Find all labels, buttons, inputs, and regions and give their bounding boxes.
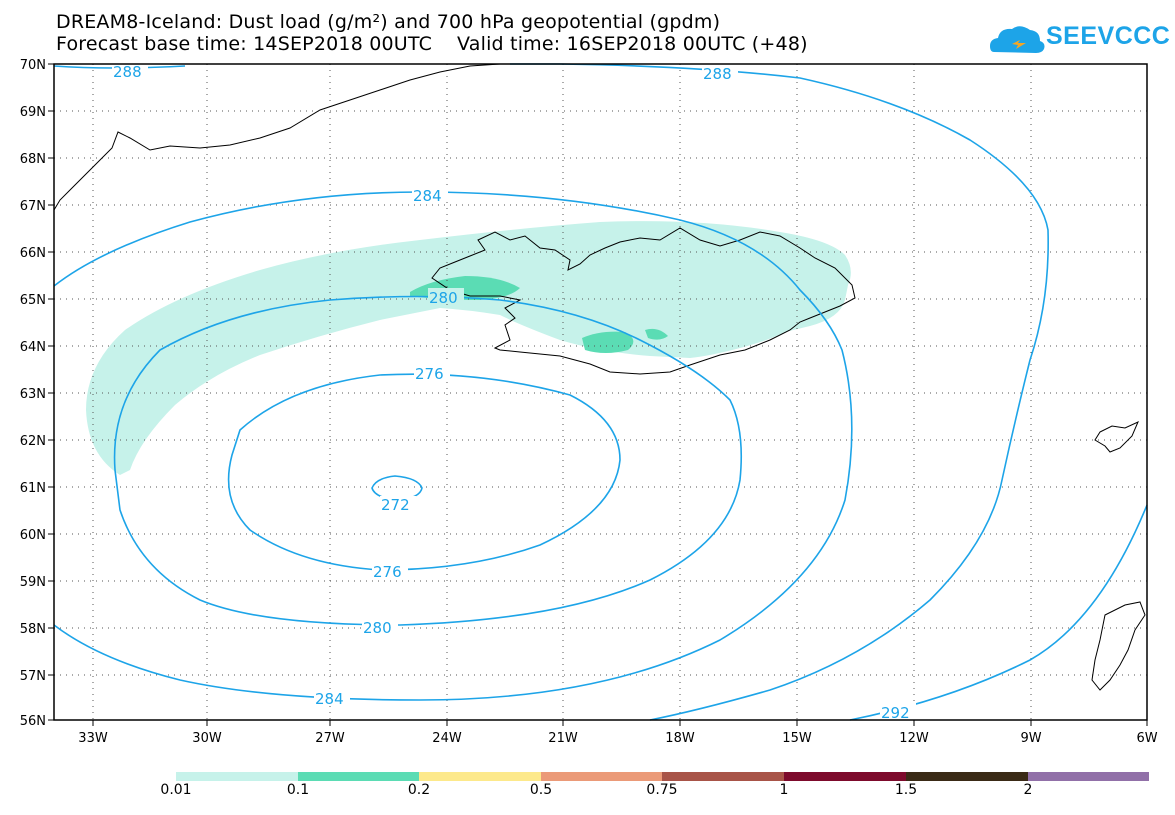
longitude-labels: 33W 30W 27W 24W 21W 18W 15W 12W 9W 6W — [78, 731, 1157, 746]
lat-label: 65N — [20, 293, 46, 308]
contour-label: 284 — [413, 187, 442, 205]
contour-280 — [113, 295, 742, 626]
lon-label: 15W — [782, 731, 812, 746]
colorbar-label: 0.2 — [407, 782, 431, 798]
lat-label: 68N — [20, 152, 46, 167]
scotland-coast — [1091, 601, 1146, 691]
dust-area-light — [86, 221, 851, 475]
map-subtitle: Forecast base time: 14SEP2018 00UTC Vali… — [56, 33, 808, 55]
dust-area-moderate-2 — [582, 331, 634, 353]
graticule — [54, 64, 1147, 720]
lon-label: 18W — [665, 731, 695, 746]
logo-text: SEEVCCC — [1046, 22, 1171, 50]
contour-label: 280 — [363, 619, 392, 637]
lat-label: 57N — [20, 669, 46, 684]
lon-label: 33W — [78, 731, 108, 746]
cloud-icon — [990, 26, 1045, 53]
lat-label: 70N — [20, 58, 46, 73]
map-frame — [53, 63, 1148, 721]
faroe-islands-coast — [1094, 421, 1139, 453]
lat-label: 67N — [20, 199, 46, 214]
colorbar-label: 0.1 — [286, 782, 310, 798]
contour-label: 276 — [415, 365, 444, 383]
lon-label: 21W — [548, 731, 578, 746]
lat-label: 56N — [20, 714, 46, 729]
lat-label: 66N — [20, 246, 46, 261]
map-title: DREAM8-Iceland: Dust load (g/m²) and 700… — [56, 11, 721, 33]
contour-label: 288 — [703, 65, 732, 83]
coastlines — [53, 63, 1146, 691]
lon-label: 9W — [1020, 731, 1041, 746]
contour-label: 276 — [373, 563, 402, 581]
contour-label: 280 — [429, 289, 458, 307]
colorbar-segment — [176, 772, 298, 781]
lat-label: 64N — [20, 340, 46, 355]
latitude-labels: 70N 69N 68N 67N 66N 65N 64N 63N 62N 61N … — [20, 58, 46, 729]
lon-label: 6W — [1136, 731, 1157, 746]
contour-288 — [510, 63, 1049, 721]
greenland-coast — [53, 63, 501, 211]
contour-label: 284 — [315, 690, 344, 708]
colorbar-label: 1 — [779, 782, 789, 798]
contour-label: 288 — [113, 63, 142, 81]
colorbar-segment — [906, 772, 1028, 781]
lat-label: 60N — [20, 528, 46, 543]
lon-label: 30W — [192, 731, 222, 746]
axis-ticks — [48, 63, 1148, 726]
colorbar-label: 0.5 — [529, 782, 553, 798]
colorbar-segment — [419, 772, 541, 781]
colorbar-segment — [541, 772, 662, 781]
dust-load-shading — [86, 221, 851, 475]
contour-label: 272 — [381, 496, 410, 514]
lat-label: 62N — [20, 434, 46, 449]
contour-276 — [227, 373, 621, 571]
colorbar-label: 0.75 — [646, 782, 678, 798]
colorbar-segment — [784, 772, 906, 781]
lon-label: 24W — [432, 731, 462, 746]
iceland-coast — [431, 227, 856, 375]
contour-labels: 288 288 284 280 276 272 276 280 284 292 — [112, 63, 916, 722]
colorbar-label: 1.5 — [894, 782, 918, 798]
lon-label: 12W — [899, 731, 929, 746]
colorbar-segment — [1028, 772, 1149, 781]
contour-label: 292 — [881, 704, 910, 722]
lat-label: 58N — [20, 622, 46, 637]
dust-area-moderate-3 — [645, 328, 668, 340]
lat-label: 59N — [20, 575, 46, 590]
lat-label: 63N — [20, 387, 46, 402]
colorbar-segment — [662, 772, 784, 781]
colorbar-segment — [298, 772, 419, 781]
geopotential-contours — [53, 63, 1148, 721]
lat-label: 69N — [20, 105, 46, 120]
colorbar-label: 0.01 — [160, 782, 192, 798]
lat-label: 61N — [20, 481, 46, 496]
lon-label: 27W — [315, 731, 345, 746]
colorbar-label: 2 — [1023, 782, 1033, 798]
